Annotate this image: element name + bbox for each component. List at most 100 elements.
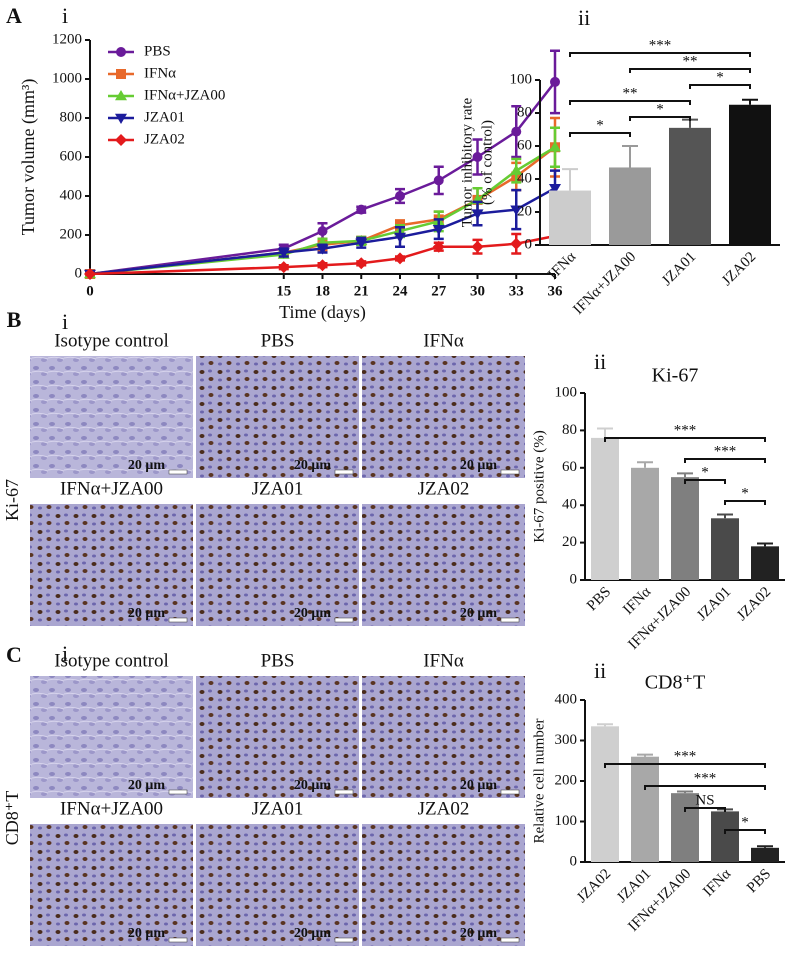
y-tick-label: 100 (510, 71, 533, 87)
y-tick-label: 400 (555, 691, 578, 707)
significance-label: *** (649, 37, 672, 53)
significance-bracket (684, 479, 726, 484)
panel-letter: A (6, 3, 22, 28)
row-label: CD8⁺T (2, 791, 22, 846)
y-axis-label: Ki-67 positive (%) (531, 430, 547, 542)
image-title: PBS (261, 330, 295, 351)
legend-label: PBS (144, 43, 171, 59)
x-tick-label: PBS (744, 866, 774, 896)
y-tick-label: 800 (60, 109, 83, 125)
y-tick-label: 200 (555, 772, 578, 788)
scale-bar (500, 469, 520, 475)
y-tick-label: 40 (517, 170, 532, 186)
panel-sublabel: i (62, 309, 68, 334)
panel-letter: C (6, 642, 22, 667)
scale-bar (334, 937, 354, 943)
scale-bar (500, 789, 520, 795)
panel-sublabel: ii (594, 349, 606, 374)
significance-bracket (684, 458, 766, 463)
y-tick-label: 80 (562, 422, 577, 438)
x-tick-label: 24 (393, 283, 409, 299)
marker (394, 252, 406, 265)
bar (549, 190, 591, 245)
micrograph (196, 504, 359, 626)
marker (316, 244, 329, 255)
bar (711, 811, 739, 862)
marker (471, 240, 484, 253)
error-bar (597, 723, 613, 727)
y-tick-label: 20 (517, 203, 532, 219)
scale-label: 20 μm (128, 458, 165, 473)
error-bar (622, 145, 638, 168)
marker (394, 232, 406, 243)
y-tick-label: 1000 (52, 70, 82, 86)
significance-label: * (656, 101, 664, 117)
x-tick-label: JZA02 (574, 866, 614, 906)
y-tick-label: 0 (525, 236, 533, 252)
marker (395, 191, 405, 201)
significance-label: * (701, 464, 709, 480)
x-tick-label: 30 (470, 283, 485, 299)
marker (510, 237, 523, 250)
bar (609, 167, 651, 245)
scale-bar (500, 617, 520, 623)
scale-label: 20 μm (294, 606, 331, 621)
error-bar (757, 542, 773, 547)
scale-bar (334, 789, 354, 795)
bar (751, 546, 779, 580)
y-tick-label: 600 (60, 148, 83, 164)
significance-bracket (629, 68, 751, 73)
scale-label: 20 μm (460, 778, 497, 793)
scale-label: 20 μm (128, 606, 165, 621)
bar (631, 467, 659, 580)
marker (277, 248, 290, 259)
bar (711, 518, 739, 580)
error-bar (677, 790, 693, 794)
x-tick-label: PBS (584, 584, 614, 614)
y-tick-label: 0 (570, 571, 578, 587)
marker (355, 257, 368, 270)
significance-label: *** (714, 443, 737, 459)
micrograph (30, 356, 193, 478)
panel-sublabel: i (62, 641, 68, 666)
significance-label: *** (674, 422, 697, 438)
chart-title: CD8⁺T (645, 672, 706, 694)
marker (433, 175, 444, 186)
scale-label: 20 μm (294, 458, 331, 473)
scale-label: 20 μm (460, 606, 497, 621)
error-bar (637, 461, 653, 468)
y-tick-label: 40 (562, 497, 577, 513)
significance-label: ** (623, 85, 638, 101)
significance-label: * (741, 814, 749, 830)
image-title: IFNα (423, 330, 464, 351)
bar (591, 437, 619, 580)
significance-bracket (604, 763, 766, 768)
y-tick-label: 0 (75, 265, 83, 281)
x-tick-label: IFNα (700, 866, 734, 900)
scale-bar (168, 937, 188, 943)
image-title: IFNα (423, 650, 464, 671)
marker (471, 209, 484, 220)
marker (510, 164, 523, 175)
marker (116, 69, 126, 79)
micrograph (30, 504, 193, 626)
y-tick-label: 300 (555, 732, 578, 748)
image-title: JZA01 (252, 798, 304, 819)
y-axis-label: Relative cell number (531, 719, 547, 844)
y-tick-label: 100 (555, 813, 578, 829)
error-bar (717, 513, 733, 519)
panel-sublabel: ii (594, 658, 606, 683)
x-axis-label: Time (days) (279, 302, 366, 323)
significance-label: ** (683, 53, 698, 69)
significance-bracket (569, 100, 691, 105)
micrograph (196, 356, 359, 478)
legend-label: IFNα+JZA00 (144, 87, 225, 103)
x-tick-label: 0 (86, 283, 94, 299)
y-tick-label: 1200 (52, 31, 82, 47)
x-tick-label: 27 (431, 283, 447, 299)
significance-label: * (741, 485, 749, 501)
marker (472, 152, 483, 162)
x-tick-label: 33 (509, 283, 524, 299)
